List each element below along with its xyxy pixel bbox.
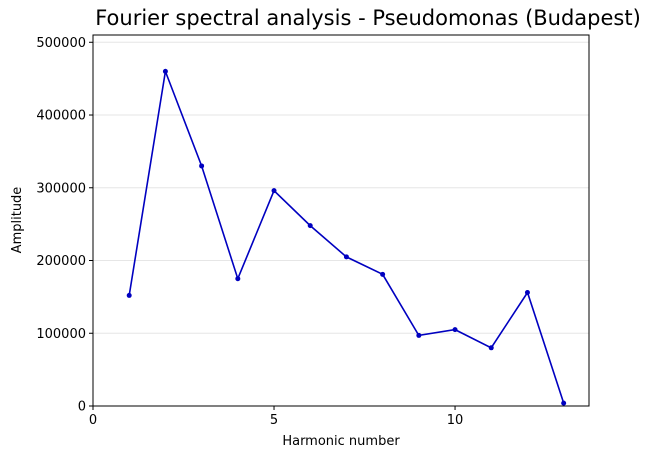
- y-tick-label: 200000: [36, 254, 86, 269]
- y-tick-label: 100000: [36, 327, 86, 342]
- y-tick-label: 300000: [36, 181, 86, 196]
- data-point: [235, 276, 241, 282]
- x-axis-label: Harmonic number: [282, 434, 400, 449]
- data-point: [307, 223, 313, 229]
- data-point: [271, 188, 277, 194]
- series-line: [128, 68, 565, 404]
- data-point: [126, 292, 132, 298]
- data-point: [199, 163, 205, 169]
- y-tick-label: 500000: [36, 36, 86, 51]
- data-point: [561, 400, 567, 406]
- data-point: [488, 345, 494, 351]
- x-tick-label: 5: [270, 413, 278, 428]
- data-point: [452, 327, 458, 333]
- data-point: [380, 271, 386, 277]
- y-tick-label: 0: [78, 400, 86, 415]
- gridlines: [93, 41, 589, 334]
- data-point: [162, 68, 168, 74]
- x-tick-label: 10: [447, 413, 464, 428]
- y-axis-label: Amplitude: [10, 187, 25, 254]
- series-points: [126, 68, 567, 406]
- data-point: [416, 332, 422, 338]
- y-axis: 0 100000 200000 300000 400000 500000: [36, 36, 93, 415]
- y-tick-label: 400000: [36, 109, 86, 124]
- x-axis: 0 5 10: [89, 406, 463, 428]
- data-point: [343, 254, 349, 260]
- chart-title: Fourier spectral analysis - Pseudomonas …: [95, 6, 641, 30]
- x-tick-label: 0: [89, 413, 97, 428]
- plot-area-frame: [92, 34, 590, 407]
- data-point: [524, 290, 530, 296]
